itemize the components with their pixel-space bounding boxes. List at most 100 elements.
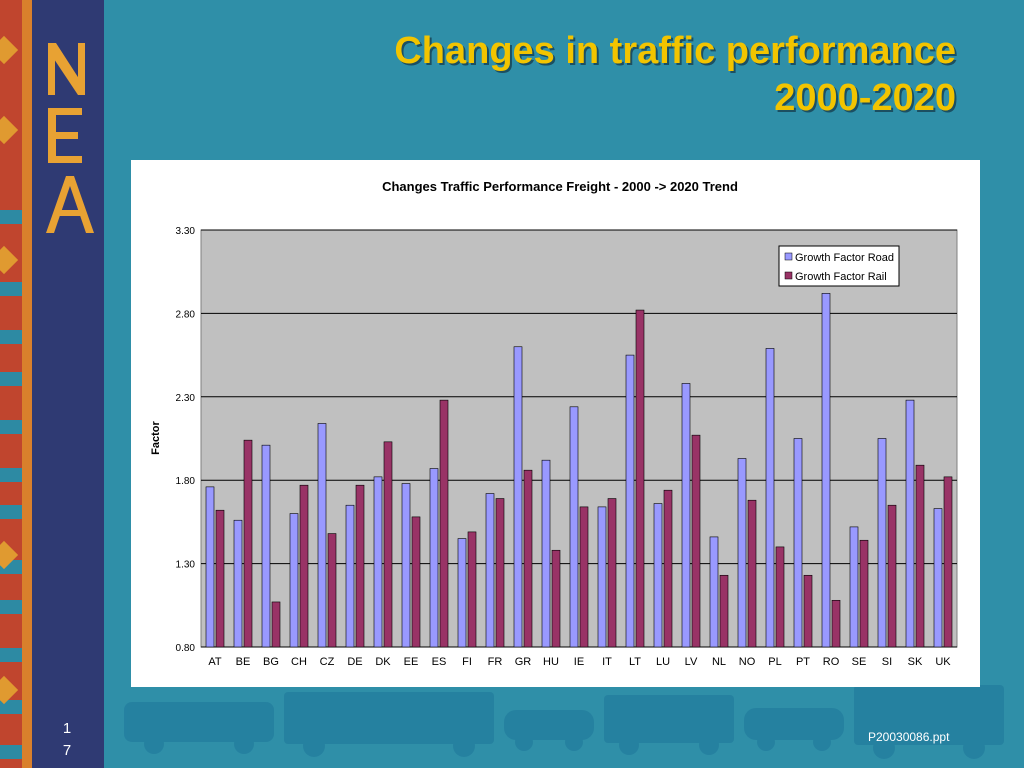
x-tick-label: PT: [796, 656, 810, 668]
footer-file-reference: P20030086.ppt: [868, 730, 950, 744]
bar-rail: [495, 498, 505, 648]
x-tick-label: UK: [935, 656, 951, 668]
bar-rail: [635, 309, 645, 648]
bar-road: [877, 438, 887, 648]
x-tick-label: NL: [712, 656, 726, 668]
bar-rail: [271, 601, 281, 648]
bar-road: [541, 459, 551, 648]
bar-road: [345, 504, 355, 648]
bar-rail: [719, 574, 729, 648]
title-line-2: 2000-2020: [774, 77, 956, 119]
bar-rail: [215, 509, 225, 648]
bar-rail: [887, 504, 897, 648]
chart-container: Changes Traffic Performance Freight - 20…: [131, 160, 980, 687]
bar-road: [205, 486, 215, 648]
bar-rail: [663, 489, 673, 648]
page-number-digit-1: 1: [62, 720, 72, 737]
x-tick-label: CZ: [320, 656, 335, 668]
bar-rail: [327, 533, 337, 648]
y-tick-label: 2.80: [176, 309, 196, 320]
bar-rail: [523, 469, 533, 648]
x-tick-label: DK: [375, 656, 391, 668]
x-tick-label: RO: [823, 656, 840, 668]
bar-rail: [691, 434, 701, 648]
y-tick-label: 0.80: [176, 643, 196, 654]
bar-rail: [775, 546, 785, 648]
decor-stripe: [0, 282, 22, 296]
bar-road: [401, 483, 411, 648]
decor-stripe: [0, 505, 22, 519]
bar-road: [737, 458, 747, 648]
plot-area: [200, 229, 958, 648]
bar-road: [289, 513, 299, 648]
decor-stripe: [0, 745, 22, 759]
bar-rail: [747, 499, 757, 648]
legend-swatch-rail: [784, 271, 793, 280]
y-tick-label: 1.30: [176, 560, 196, 571]
bar-rail: [915, 464, 925, 648]
legend-swatch-road: [784, 252, 793, 261]
bar-road: [793, 438, 803, 648]
bar-chart: Changes Traffic Performance Freight - 20…: [150, 179, 958, 668]
decor-diamond: [0, 245, 19, 275]
nea-logo: [46, 43, 94, 233]
x-tick-label: AT: [208, 656, 222, 668]
bar-road: [513, 346, 523, 648]
bar-rail: [831, 599, 841, 648]
left-navy-panel: [32, 0, 104, 768]
bar-road: [429, 468, 439, 648]
bar-road: [597, 506, 607, 648]
x-axis-ticks: AT BE BG CH CZ DE DK EE ES FI FR GR HU IE IT LT LU LV NL NO…: [208, 656, 951, 668]
bar-road: [849, 526, 859, 648]
bar-road: [457, 538, 467, 648]
left-accent-line: [22, 0, 32, 768]
x-tick-label: LU: [656, 656, 670, 668]
decor-stripe: [0, 210, 22, 224]
page-number-digit-2: 7: [62, 742, 72, 759]
x-tick-label: SK: [908, 656, 923, 668]
x-tick-label: SI: [882, 656, 892, 668]
decor-stripe: [0, 420, 22, 434]
x-tick-label: BG: [263, 656, 279, 668]
bars-group: [205, 293, 953, 648]
bar-rail: [355, 484, 365, 648]
bar-road: [569, 406, 579, 648]
x-tick-label: LT: [629, 656, 641, 668]
bar-road: [233, 519, 243, 648]
y-tick-label: 2.30: [176, 393, 196, 404]
bar-road: [317, 423, 327, 648]
y-axis-label: Factor: [150, 420, 162, 454]
x-tick-label: FR: [488, 656, 503, 668]
bar-rail: [859, 539, 869, 648]
bar-rail: [803, 574, 813, 648]
bar-road: [905, 399, 915, 648]
x-tick-label: PL: [768, 656, 781, 668]
x-tick-label: IT: [602, 656, 612, 668]
bar-rail: [607, 498, 617, 648]
bar-rail: [467, 531, 477, 648]
decor-stripe: [0, 372, 22, 386]
x-tick-label: FI: [462, 656, 472, 668]
x-tick-label: BE: [236, 656, 251, 668]
x-tick-label: DE: [347, 656, 362, 668]
legend-label-rail: Growth Factor Rail: [795, 271, 887, 283]
bar-rail: [383, 441, 393, 648]
bar-rail: [411, 516, 421, 648]
decor-stripe: [0, 700, 22, 714]
bar-road: [709, 536, 719, 648]
decor-stripe: [0, 648, 22, 662]
x-tick-label: LV: [685, 656, 698, 668]
decor-stripe: [0, 468, 22, 482]
gridlines: [201, 229, 957, 648]
chart-legend: Growth Factor Road Growth Factor Rail: [778, 245, 900, 287]
x-tick-label: NO: [739, 656, 756, 668]
bar-road: [765, 348, 775, 648]
bar-rail: [439, 399, 449, 648]
bar-road: [625, 354, 635, 648]
bar-road: [261, 444, 271, 648]
bar-road: [653, 503, 663, 648]
x-tick-label: HU: [543, 656, 559, 668]
bar-road: [485, 493, 495, 648]
chart-title: Changes Traffic Performance Freight - 20…: [382, 179, 738, 194]
title-line-1: Changes in traffic performance: [394, 30, 956, 72]
